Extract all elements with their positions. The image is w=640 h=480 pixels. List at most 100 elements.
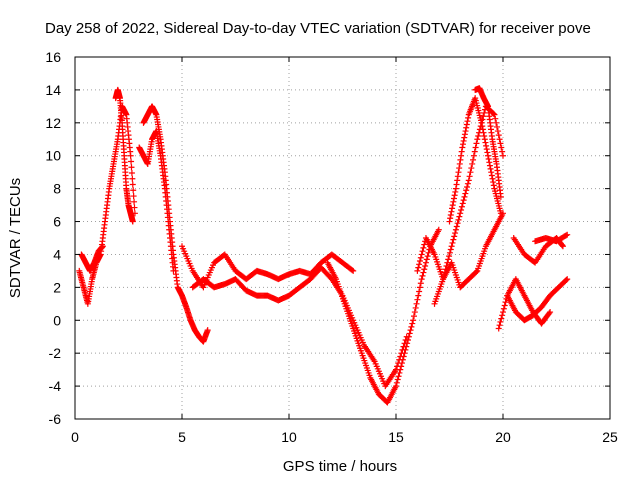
data-point: [495, 132, 502, 139]
y-tick-label: 14: [45, 82, 61, 98]
data-point: [394, 376, 401, 383]
data-point: [500, 309, 506, 316]
data-point: [399, 356, 406, 363]
y-tick-label: -6: [49, 411, 62, 427]
data-point: [456, 160, 463, 167]
data-point: [468, 165, 475, 172]
data-point: [401, 350, 408, 357]
data-point: [464, 118, 471, 125]
x-axis-label: GPS time / hours: [283, 458, 397, 475]
data-point: [397, 366, 404, 373]
data-point: [416, 288, 423, 295]
data-point: [402, 346, 409, 353]
data-point: [421, 266, 428, 273]
data-point: [473, 140, 480, 147]
data-point: [410, 313, 417, 320]
y-tick-label: -4: [49, 378, 62, 394]
data-point: [474, 136, 481, 143]
data-point: [486, 159, 493, 166]
data-point: [400, 353, 407, 360]
data-point: [128, 170, 135, 177]
data-point: [467, 169, 474, 176]
data-point: [452, 230, 459, 237]
x-tick-label: 20: [495, 429, 511, 445]
series-track-9: [414, 210, 506, 291]
data-point: [499, 312, 506, 319]
y-tick-label: 12: [45, 115, 61, 131]
data-point: [460, 137, 467, 144]
data-point: [455, 169, 462, 176]
data-point: [454, 173, 461, 180]
data-point: [128, 158, 135, 165]
data-point: [564, 231, 571, 238]
data-point: [440, 272, 447, 279]
data-point: [500, 305, 507, 312]
data-point: [350, 267, 357, 274]
data-point: [99, 243, 106, 250]
data-point: [450, 198, 457, 205]
data-point: [130, 187, 137, 194]
data-point: [453, 223, 460, 230]
data-point: [449, 202, 456, 209]
data-point: [494, 128, 501, 135]
data-point: [131, 198, 138, 205]
series-track-10: [431, 103, 506, 307]
data-point: [470, 152, 477, 159]
data-point: [452, 185, 459, 192]
data-point: [454, 177, 461, 184]
data-point: [455, 216, 462, 223]
data-point: [446, 218, 453, 225]
series-track-15: [532, 231, 571, 245]
data-point: [453, 181, 460, 188]
data-point: [445, 256, 452, 263]
data-point: [411, 309, 418, 316]
data-point: [458, 207, 465, 214]
data-point: [447, 215, 454, 222]
data-point: [470, 156, 477, 163]
data-point: [410, 317, 417, 324]
data-point: [471, 148, 478, 155]
series-track-11: [446, 95, 504, 225]
y-tick-label: 8: [53, 181, 61, 197]
series-track-8: [324, 226, 442, 406]
data-point: [349, 267, 356, 274]
data-point: [131, 204, 138, 211]
data-point: [497, 140, 504, 147]
data-point: [398, 360, 405, 367]
data-point: [486, 162, 493, 169]
data-point: [448, 208, 455, 215]
data-point: [469, 160, 476, 167]
data-point: [546, 310, 553, 317]
data-point: [441, 269, 448, 276]
data-point: [447, 211, 454, 218]
data-point: [483, 146, 490, 153]
x-tick-label: 0: [71, 429, 79, 445]
data-point: [490, 179, 497, 186]
data-point: [449, 239, 456, 246]
data-point: [472, 144, 479, 151]
data-point: [170, 267, 177, 274]
x-tick-label: 5: [178, 429, 186, 445]
x-axis-ticks: 0 5 10 15 20 25: [71, 57, 618, 445]
data-point: [478, 119, 485, 126]
data-point: [414, 296, 421, 303]
data-point: [497, 318, 504, 325]
data-point: [461, 193, 468, 200]
data-point: [490, 110, 497, 117]
data-point: [559, 243, 566, 250]
data-point: [420, 244, 427, 251]
data-point: [452, 226, 459, 233]
data-point: [499, 148, 506, 155]
data-point: [417, 254, 424, 261]
data-point: [457, 156, 464, 163]
data-point: [130, 193, 137, 200]
data-point: [464, 183, 471, 190]
data-point: [462, 190, 469, 197]
data-point: [473, 268, 480, 275]
data-point: [465, 114, 472, 121]
series-track-6: [179, 243, 357, 291]
data-point: [458, 148, 465, 155]
data-point: [456, 213, 463, 220]
data-point: [494, 123, 501, 130]
data-point: [449, 205, 456, 212]
